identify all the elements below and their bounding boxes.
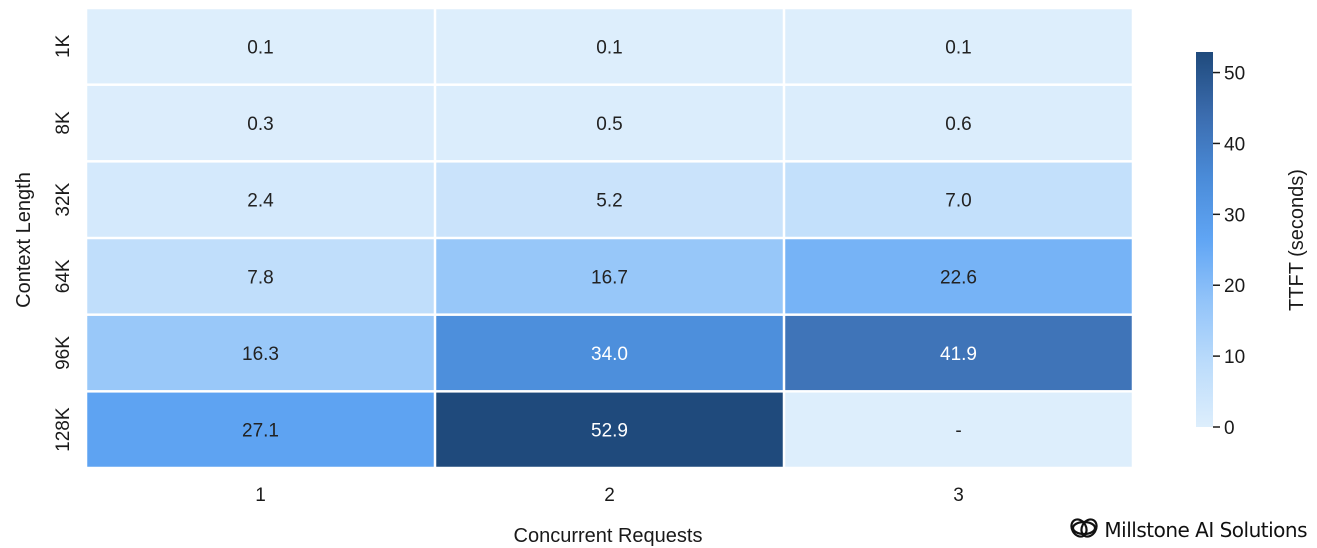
heatmap-cell xyxy=(785,9,1132,84)
x-tick-label: 2 xyxy=(604,485,615,506)
cell-value-label: 52.9 xyxy=(591,421,628,442)
cell-value-label: 22.6 xyxy=(940,267,977,288)
colorbar-tick-label: 50 xyxy=(1224,64,1245,85)
heatmap-cell xyxy=(785,315,1132,391)
heatmap-cell xyxy=(785,392,1132,467)
heatmap-cell xyxy=(87,162,434,237)
y-tick-label: 64K xyxy=(53,259,74,293)
cell-value-label: 7.0 xyxy=(945,191,971,212)
colorbar-label: TTFT (seconds) xyxy=(1286,169,1308,311)
cell-value-label: 0.6 xyxy=(945,114,971,135)
x-axis-label: Concurrent Requests xyxy=(514,525,703,547)
heatmap-cell xyxy=(436,9,783,84)
cell-value-label: 0.1 xyxy=(596,37,622,58)
y-tick-label: 96K xyxy=(53,336,74,370)
heatmap-cell xyxy=(436,392,783,467)
cell-value-label: 7.8 xyxy=(247,267,273,288)
cell-value-label: - xyxy=(955,421,961,442)
y-tick-label: 128K xyxy=(53,407,74,452)
y-axis-label: Context Length xyxy=(13,172,35,308)
watermark-text: Millstone AI Solutions xyxy=(1104,518,1307,542)
colorbar-tick-label: 10 xyxy=(1224,347,1245,368)
colorbar-ticks: 0 10 20 30 40 50 xyxy=(1213,64,1245,439)
heatmap-cell xyxy=(436,239,783,314)
y-tick-label: 8K xyxy=(53,111,74,135)
colorbar-tick-label: 0 xyxy=(1224,418,1235,439)
x-tick-label: 1 xyxy=(255,485,266,506)
heatmap-cell xyxy=(436,85,783,161)
cell-value-label: 0.1 xyxy=(945,37,971,58)
cell-value-label: 16.7 xyxy=(591,267,628,288)
y-tick-label: 32K xyxy=(53,182,74,216)
heatmap-cell xyxy=(87,239,434,314)
heatmap-cell xyxy=(87,392,434,467)
heatmap-cell xyxy=(785,162,1132,237)
cell-value-label: 41.9 xyxy=(940,344,977,365)
colorbar-tick-label: 40 xyxy=(1224,134,1245,155)
cell-value-label: 5.2 xyxy=(596,191,622,212)
cell-value-label: 0.5 xyxy=(596,114,622,135)
heatmap-cell xyxy=(785,85,1132,161)
watermark: Millstone AI Solutions xyxy=(1070,516,1307,544)
cell-value-label: 34.0 xyxy=(591,344,628,365)
heatmap-cell xyxy=(87,315,434,391)
heatmap-cell xyxy=(87,9,434,84)
colorbar-gradient xyxy=(1196,52,1213,427)
cell-value-label: 27.1 xyxy=(242,421,279,442)
cell-value-label: 0.1 xyxy=(247,37,273,58)
cell-value-label: 0.3 xyxy=(247,114,273,135)
x-tick-labels: 1 2 3 xyxy=(255,485,964,506)
colorbar: 0 10 20 30 40 50 xyxy=(1196,52,1245,439)
y-tick-labels: 1K 8K 32K 64K 96K 128K xyxy=(53,34,74,451)
heatmap-cell xyxy=(87,85,434,161)
colorbar-tick-label: 30 xyxy=(1224,205,1245,226)
y-tick-label: 1K xyxy=(53,34,74,58)
intertwined-rings-logo-icon xyxy=(1070,516,1099,545)
heatmap-cell xyxy=(436,315,783,391)
colorbar-tick-label: 20 xyxy=(1224,276,1245,297)
cell-value-label: 16.3 xyxy=(242,344,279,365)
x-tick-label: 3 xyxy=(953,485,964,506)
cell-value-label: 2.4 xyxy=(247,191,274,212)
heatmap-cell xyxy=(436,162,783,237)
heatmap-cells: 0.1 0.1 0.1 0.3 0.5 0.6 2.4 5.2 7.0 7.8 16.7 22.6 16… xyxy=(87,9,1132,467)
heatmap-cell xyxy=(785,239,1132,314)
